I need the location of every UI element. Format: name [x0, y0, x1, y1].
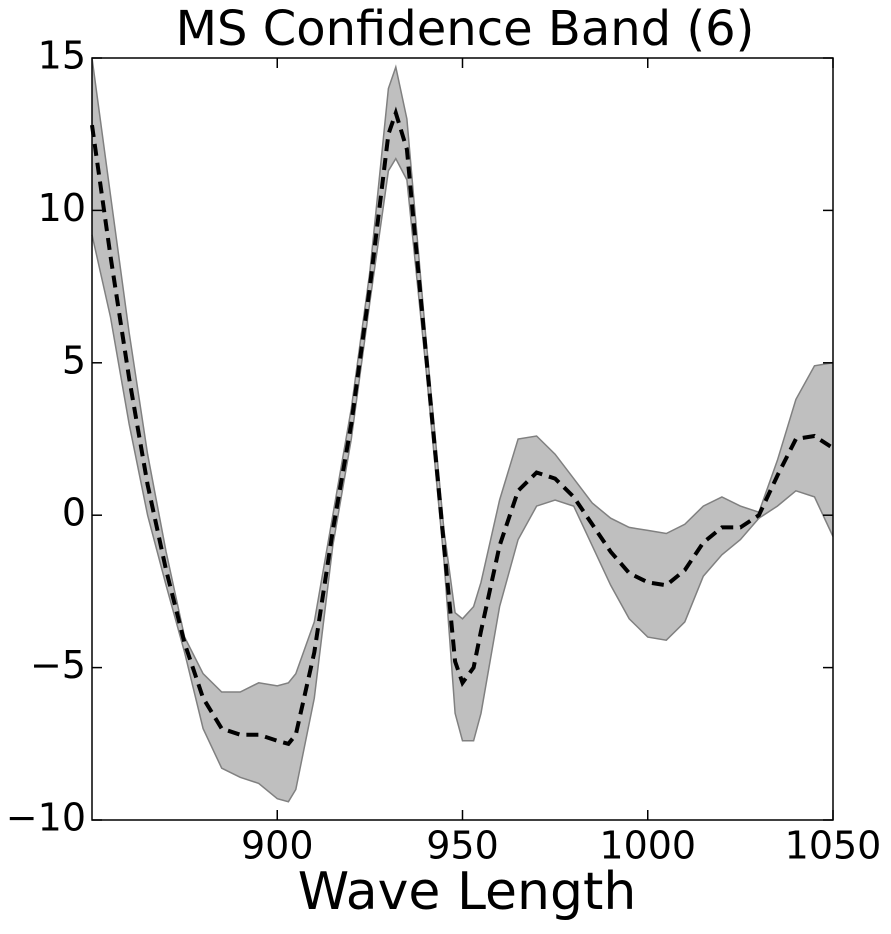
y-tick-label: 0 [62, 491, 86, 535]
y-tick-label: 15 [38, 34, 86, 78]
x-tick-label: 950 [426, 824, 499, 868]
y-tick-label: 5 [62, 338, 86, 382]
x-tick-label: 1000 [599, 824, 696, 868]
y-tick-label: −10 [6, 796, 86, 840]
y-tick-label: 10 [38, 186, 86, 230]
y-tick-label: −5 [30, 643, 86, 687]
x-axis-label: Wave Length [298, 862, 637, 922]
x-tick-label: 1050 [785, 824, 882, 868]
band-edge [91, 57, 834, 693]
confidence-band [92, 58, 833, 802]
chart-title: MS Confidence Band (6) [176, 1, 755, 57]
mean-line [90, 106, 835, 747]
band-edge [91, 157, 834, 803]
x-tick-label: 900 [241, 824, 314, 868]
